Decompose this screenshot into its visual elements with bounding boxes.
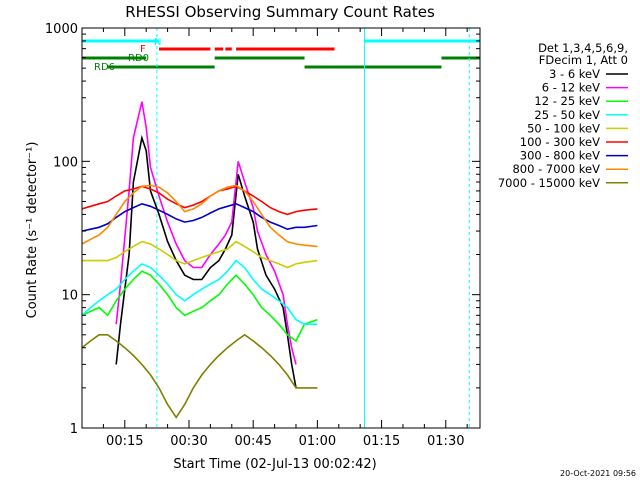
x-tick-label-2: 00:45 bbox=[234, 434, 271, 449]
legend-label-0: 3 - 6 keV bbox=[549, 67, 600, 81]
x-axis-label: Start Time (02-Jul-13 00:02:42) bbox=[173, 457, 376, 472]
y-tick-label-0: 1 bbox=[70, 422, 78, 437]
flag-label-rd6: RD6 bbox=[94, 62, 115, 73]
legend-header-0: Det 1,3,4,5,6,9, bbox=[538, 41, 628, 55]
legend-label-5: 100 - 300 keV bbox=[520, 135, 600, 149]
x-tick-label-0: 00:15 bbox=[106, 434, 143, 449]
legend-label-6: 300 - 800 keV bbox=[520, 149, 600, 163]
legend-label-7: 800 - 7000 keV bbox=[512, 162, 600, 176]
x-tick-label-5: 01:30 bbox=[427, 434, 464, 449]
legend-label-8: 7000 - 15000 keV bbox=[498, 176, 600, 190]
y-tick-label-1: 10 bbox=[61, 289, 78, 304]
series-line-0 bbox=[115, 134, 297, 389]
y-tick-label-3: 1000 bbox=[45, 22, 78, 37]
legend-header-1: FDecim 1, Att 0 bbox=[539, 53, 628, 67]
flag-label-n: N bbox=[154, 37, 161, 48]
chart-title: RHESSI Observing Summary Count Rates bbox=[125, 3, 435, 21]
x-tick-label-4: 01:15 bbox=[363, 434, 400, 449]
series-line-6 bbox=[81, 202, 318, 232]
legend: Det 1,3,4,5,6,9,FDecim 1, Att 03 - 6 keV… bbox=[498, 41, 628, 190]
series-line-7 bbox=[81, 184, 318, 248]
legend-label-4: 50 - 100 keV bbox=[527, 121, 600, 135]
series-line-4 bbox=[82, 240, 318, 269]
series-line-8 bbox=[81, 333, 318, 419]
flag-label-f: F bbox=[140, 44, 146, 55]
footer-timestamp: 20-Oct-2021 09:56 bbox=[560, 469, 636, 478]
y-axis-label: Count Rate (s⁻¹ detector⁻¹) bbox=[25, 142, 40, 319]
y-tick-label-2: 100 bbox=[53, 155, 78, 170]
flag-label-rd0: RD0 bbox=[128, 53, 149, 64]
series-line-5 bbox=[81, 185, 318, 216]
x-tick-label-3: 01:00 bbox=[299, 434, 336, 449]
plot-frame bbox=[81, 27, 481, 429]
axes: 1 10 100 1000 00:15 00:30 00:45 01:00 01:15 01:30 bbox=[45, 22, 481, 449]
legend-label-3: 25 - 50 keV bbox=[534, 108, 600, 122]
series-line-2 bbox=[81, 270, 318, 343]
legend-label-1: 6 - 12 keV bbox=[542, 81, 600, 95]
legend-label-2: 12 - 25 keV bbox=[534, 94, 600, 108]
series-line-3 bbox=[81, 259, 318, 326]
x-tick-label-1: 00:30 bbox=[170, 434, 207, 449]
